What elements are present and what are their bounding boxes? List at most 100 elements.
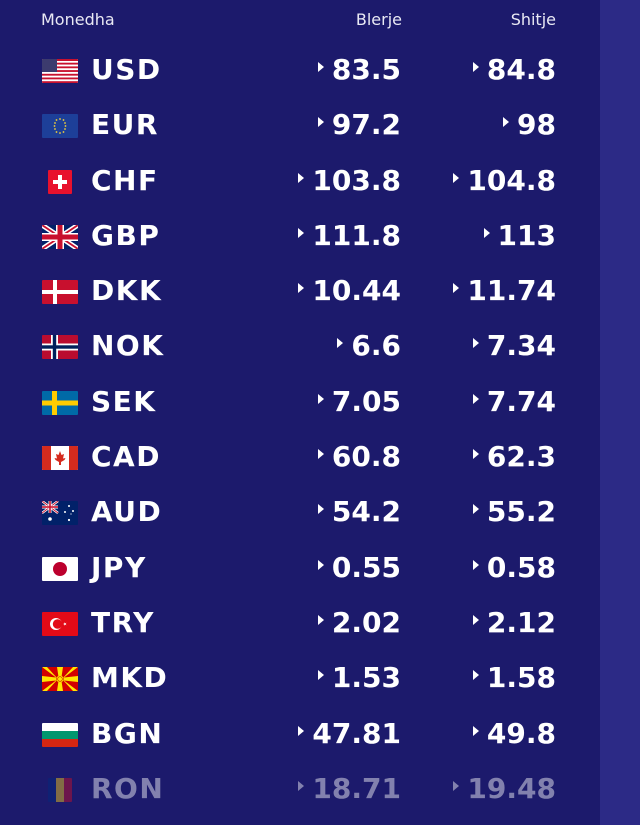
caret-right-icon [337, 338, 344, 349]
australia-flag-icon [42, 501, 78, 526]
caret-right-icon [472, 338, 479, 349]
caret-right-icon [472, 62, 479, 72]
sweden-flag-icon [42, 390, 78, 415]
side-strip [600, 0, 640, 825]
buy-rate: 1.53 [317, 661, 401, 694]
sell-rate: 113 [483, 219, 556, 252]
caret-right-icon [317, 117, 324, 128]
sell-rate: 19.48 [453, 772, 556, 805]
eu-flag-icon [42, 114, 78, 139]
currency-code: JPY [91, 550, 147, 584]
caret-right-icon [298, 172, 305, 183]
currency-code: EUR [91, 108, 159, 142]
caret-right-icon [472, 449, 479, 460]
buy-rate: 0.55 [317, 551, 401, 584]
bulgaria-flag-icon [42, 722, 78, 747]
buy-rate: 6.6 [337, 329, 401, 362]
sell-rate: 11.74 [453, 274, 556, 307]
sell-rate: 0.58 [472, 551, 556, 584]
rate-row-aud: AUD 54.2 55.2 [0, 484, 600, 539]
buy-rate: 10.44 [298, 274, 401, 307]
buy-rate: 54.2 [317, 495, 401, 528]
caret-right-icon [317, 393, 324, 404]
sell-rate: 49.8 [472, 717, 556, 750]
caret-right-icon [317, 559, 324, 570]
rate-row-jpy: JPY 0.55 0.58 [0, 540, 600, 595]
currency-code: DKK [91, 274, 163, 308]
buy-rate: 97.2 [317, 108, 401, 141]
currency-code: RON [91, 771, 165, 805]
buy-rate: 2.02 [317, 606, 401, 639]
caret-right-icon [453, 780, 460, 791]
north-macedonia-flag-icon [42, 667, 78, 692]
caret-right-icon [317, 614, 324, 625]
caret-right-icon [298, 780, 305, 791]
caret-right-icon [317, 449, 324, 460]
sell-rate: 62.3 [472, 440, 556, 473]
caret-right-icon [472, 393, 479, 404]
currency-code: MKD [91, 661, 169, 695]
currency-code: AUD [91, 495, 163, 529]
caret-right-icon [472, 559, 479, 570]
caret-right-icon [483, 227, 490, 238]
caret-right-icon [317, 670, 324, 681]
us-flag-icon [42, 59, 78, 83]
rate-row-sek: SEK 7.05 7.74 [0, 374, 600, 429]
caret-right-icon [298, 725, 305, 736]
currency-code: GBP [91, 218, 161, 252]
currency-code: NOK [91, 329, 165, 363]
switzerland-flag-icon [48, 169, 72, 194]
caret-right-icon [472, 725, 479, 736]
buy-rate: 60.8 [317, 440, 401, 473]
rate-row-try: TRY 2.02 2.12 [0, 595, 600, 650]
caret-right-icon [453, 172, 460, 183]
sell-rate: 2.12 [472, 606, 556, 639]
denmark-flag-icon [42, 280, 78, 305]
uk-flag-icon [42, 224, 78, 249]
currency-code: CHF [91, 163, 159, 197]
japan-flag-icon [42, 556, 78, 581]
currency-code: CAD [91, 440, 161, 474]
buy-rate: 18.71 [298, 772, 401, 805]
currency-code: SEK [91, 384, 157, 418]
currency-code: TRY [91, 605, 155, 639]
buy-rate: 47.81 [298, 717, 401, 750]
rate-row-usd: USD 83.5 84.8 [0, 42, 600, 97]
rate-row-cad: CAD 60.8 62.3 [0, 429, 600, 484]
turkey-flag-icon [42, 611, 78, 636]
header-currency: Monedha [41, 10, 115, 29]
caret-right-icon [317, 504, 324, 515]
sell-rate: 7.74 [472, 385, 556, 418]
canada-flag-icon [42, 446, 78, 471]
rate-row-eur: EUR 97.2 98 [0, 97, 600, 152]
header-sell: Shitje [510, 10, 556, 29]
buy-rate: 111.8 [298, 219, 401, 252]
caret-right-icon [317, 62, 324, 72]
norway-flag-icon [42, 335, 78, 360]
caret-right-icon [472, 614, 479, 625]
buy-rate: 7.05 [317, 385, 401, 418]
rate-row-ron: RON 18.71 19.48 [0, 761, 600, 816]
rate-row-nok: NOK 6.6 7.34 [0, 318, 600, 373]
caret-right-icon [472, 670, 479, 681]
caret-right-icon [453, 283, 460, 294]
exchange-rates-panel: Monedha Blerje Shitje USD 83.5 [0, 8, 600, 816]
sell-rate: 55.2 [472, 495, 556, 528]
rate-row-dkk: DKK 10.44 11.74 [0, 263, 600, 318]
sell-rate: 98 [503, 108, 556, 141]
table-header: Monedha Blerje Shitje [0, 8, 600, 32]
caret-right-icon [298, 227, 305, 238]
romania-flag-icon [48, 777, 72, 802]
rate-row-bgn: BGN 47.81 49.8 [0, 706, 600, 761]
sell-rate: 1.58 [472, 661, 556, 694]
header-buy: Blerje [355, 10, 402, 29]
sell-rate: 104.8 [453, 164, 556, 197]
currency-code: BGN [91, 716, 164, 750]
rates-list: USD 83.5 84.8 EUR [0, 42, 600, 816]
caret-right-icon [503, 117, 510, 128]
sell-rate: 7.34 [472, 329, 556, 362]
sell-rate: 84.8 [472, 53, 556, 86]
rate-row-gbp: GBP 111.8 113 [0, 208, 600, 263]
currency-code: USD [91, 53, 162, 86]
caret-right-icon [298, 283, 305, 294]
